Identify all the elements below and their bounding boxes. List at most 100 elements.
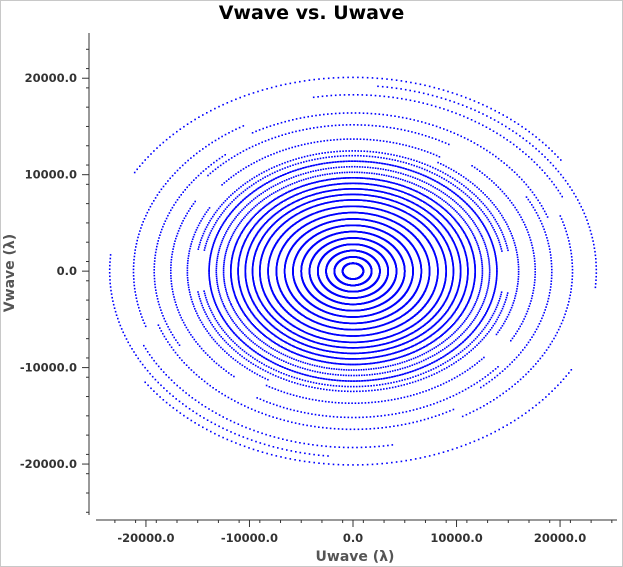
data-point xyxy=(348,166,351,168)
data-point xyxy=(329,173,331,175)
data-point xyxy=(474,327,477,330)
data-point xyxy=(438,182,440,184)
data-point xyxy=(548,248,551,250)
data-point xyxy=(517,268,520,271)
data-point xyxy=(461,390,464,392)
data-point xyxy=(460,190,463,192)
data-point xyxy=(188,408,191,410)
data-point xyxy=(464,193,467,195)
data-point xyxy=(477,293,480,296)
data-point xyxy=(433,373,436,375)
data-point xyxy=(463,339,466,342)
data-point xyxy=(376,463,379,465)
data-point xyxy=(352,94,355,96)
data-point xyxy=(222,303,224,305)
data-point xyxy=(431,355,434,357)
data-point xyxy=(446,360,449,362)
data-point xyxy=(313,164,316,167)
data-point xyxy=(473,283,475,285)
data-point xyxy=(254,335,256,337)
data-point xyxy=(235,227,238,229)
data-point xyxy=(499,394,501,397)
data-point xyxy=(310,171,312,173)
data-point xyxy=(259,179,262,181)
data-point xyxy=(471,250,474,253)
data-point xyxy=(505,299,507,301)
data-point xyxy=(377,156,379,159)
data-point xyxy=(529,188,532,191)
data-point xyxy=(447,187,449,190)
data-point xyxy=(460,313,463,315)
data-point xyxy=(371,178,374,180)
data-point xyxy=(307,142,309,145)
data-point xyxy=(225,288,227,290)
data-point xyxy=(343,160,345,163)
data-point xyxy=(401,184,403,187)
data-point xyxy=(281,134,283,136)
data-point xyxy=(517,266,520,268)
data-point xyxy=(446,329,449,331)
data-point xyxy=(414,380,417,383)
data-point xyxy=(304,368,306,370)
data-point xyxy=(404,174,407,176)
data-point xyxy=(219,228,221,231)
data-point xyxy=(263,350,266,352)
data-point xyxy=(264,343,267,345)
data-point xyxy=(365,363,367,365)
data-point xyxy=(449,99,451,102)
data-point xyxy=(358,363,360,366)
data-point xyxy=(238,285,241,287)
data-point xyxy=(229,213,231,216)
data-point xyxy=(530,241,533,244)
data-point xyxy=(440,350,442,352)
data-point xyxy=(529,339,532,341)
data-point xyxy=(548,292,551,294)
data-point xyxy=(270,347,272,349)
data-point xyxy=(318,365,321,368)
data-point xyxy=(591,236,594,239)
data-point xyxy=(165,138,168,141)
data-point xyxy=(475,195,477,197)
data-point xyxy=(472,254,475,257)
data-point xyxy=(381,462,383,465)
data-point xyxy=(178,227,181,230)
data-point xyxy=(469,243,471,245)
data-point xyxy=(231,257,233,259)
data-point xyxy=(421,187,424,189)
data-point xyxy=(465,186,467,189)
data-point xyxy=(351,171,353,174)
data-point xyxy=(359,160,361,163)
data-point xyxy=(381,372,384,374)
data-point xyxy=(590,233,593,235)
data-point xyxy=(431,178,434,181)
data-point xyxy=(190,243,192,245)
data-point xyxy=(481,172,484,174)
data-point xyxy=(426,405,428,407)
data-point xyxy=(300,348,302,351)
data-point xyxy=(493,292,495,295)
data-point xyxy=(383,163,386,165)
data-point xyxy=(368,368,370,371)
data-point xyxy=(294,441,297,443)
data-point xyxy=(205,296,207,299)
data-point xyxy=(381,179,384,182)
data-point xyxy=(215,267,218,269)
data-point xyxy=(176,232,179,235)
data-point xyxy=(324,173,326,176)
data-point xyxy=(535,363,537,365)
data-point xyxy=(237,337,240,339)
data-point xyxy=(510,339,512,342)
data-point xyxy=(476,144,479,146)
data-point xyxy=(383,157,385,159)
data-point xyxy=(473,261,476,263)
data-point xyxy=(539,166,541,169)
data-point xyxy=(238,282,240,285)
data-point xyxy=(518,213,521,216)
data-point xyxy=(410,169,413,172)
data-point xyxy=(375,362,377,364)
data-point xyxy=(465,211,467,214)
data-point xyxy=(489,329,492,331)
data-point xyxy=(504,240,507,242)
data-point xyxy=(212,297,215,300)
data-point xyxy=(480,259,483,262)
